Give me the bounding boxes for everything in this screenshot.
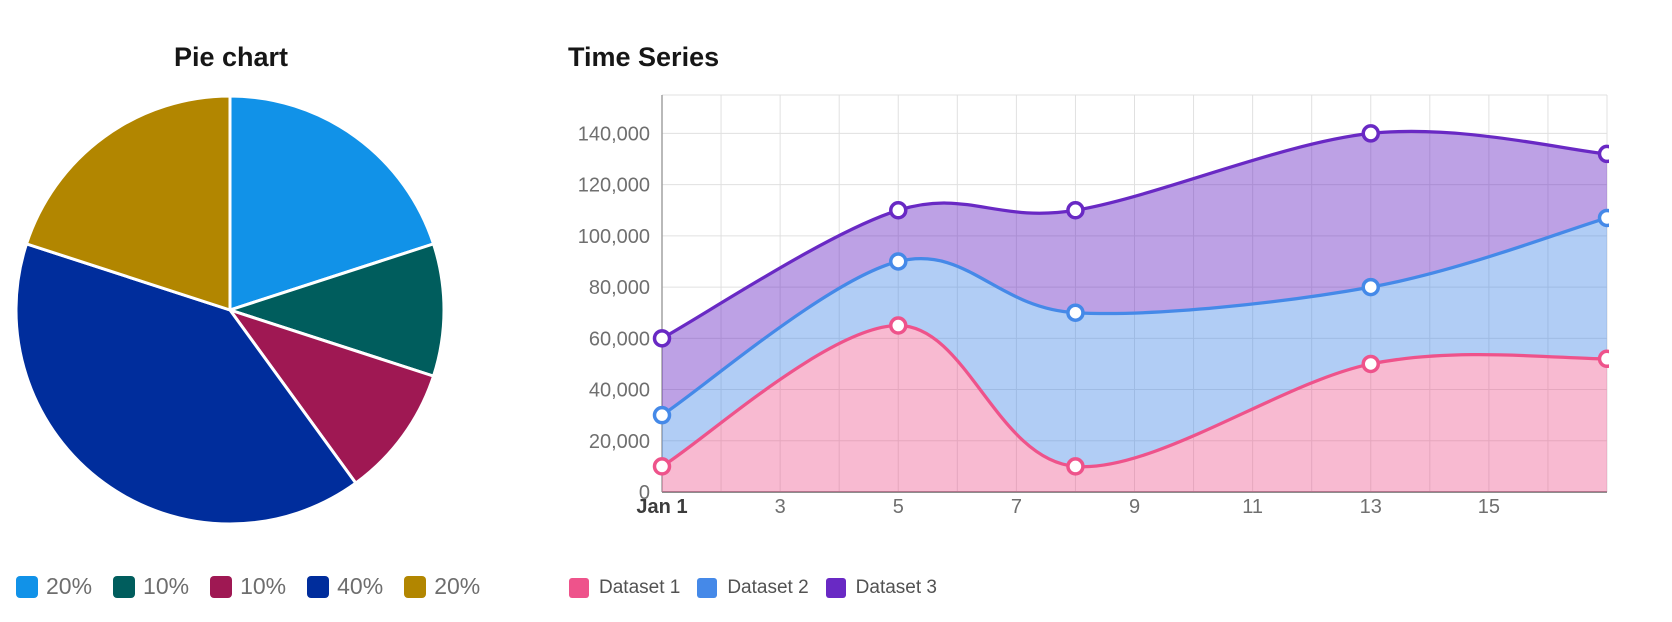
ts-legend-label: Dataset 1 [599,577,681,598]
pie-legend-label: 10% [143,573,190,599]
pie-chart-legend: 20% 10% 10% 40% 20% [16,573,480,600]
y-tick-label: 20,000 [589,431,650,453]
legend-swatch-icon [210,575,233,598]
pie-legend-item[interactable]: 10% [210,573,286,600]
data-point-Dataset 3 [1361,124,1380,143]
pie-slice-20% [228,94,436,312]
time-series-title: Time Series [568,42,720,73]
legend-swatch-icon [113,575,136,598]
x-tick-label: 15 [1478,496,1500,518]
data-point-Dataset 2 [1361,277,1380,297]
data-point-Dataset 2 [889,252,908,271]
pie-chart-title: Pie chart [173,42,289,73]
ts-legend-item[interactable]: Dataset 3 [825,577,937,599]
data-point-Dataset 2 [1597,208,1609,228]
pie-slice-10% [228,308,436,485]
pie-legend-item[interactable]: 40% [307,573,383,600]
legend-swatch-icon [16,575,38,598]
x-tick-label: 5 [893,496,904,518]
area-band-Dataset 3 [662,131,1607,416]
pie-legend-label: 20% [434,573,481,599]
x-tick-label: 11 [1242,496,1263,518]
x-tick-label: 13 [1360,496,1382,518]
data-point-Dataset 3 [889,201,908,220]
y-tick-label: 0 [639,482,650,504]
pie-legend-item[interactable]: 10% [113,573,189,600]
legend-swatch-icon [697,578,718,598]
data-point-Dataset 2 [1066,303,1085,322]
x-tick-label: 9 [1129,496,1140,518]
legend-swatch-icon [404,575,427,598]
pie-legend-label: 40% [337,573,384,599]
y-tick-label: 120,000 [578,175,650,197]
data-point-Dataset 1 [652,457,672,476]
y-tick-label: 80,000 [589,277,650,299]
pie-slice-20% [24,94,232,312]
data-point-Dataset 1 [889,316,908,335]
x-tick-label: Jan 1 [636,496,687,518]
pie-legend-label: 10% [240,573,287,599]
y-tick-label: 140,000 [578,123,650,145]
data-point-Dataset 3 [652,329,672,348]
time-series-chart: 0 20,000 40,000 60,000 80,000 100,000 120,000 1… [578,94,1609,518]
legend-swatch-icon [825,578,846,598]
ts-legend-item[interactable]: Dataset 2 [697,577,809,599]
pie-legend-item[interactable]: 20% [404,573,480,600]
y-tick-label: 40,000 [589,380,650,402]
x-tick-label: 7 [1011,496,1022,518]
data-point-Dataset 1 [1066,457,1085,476]
y-tick-label: 100,000 [578,226,650,248]
pie-legend-item[interactable]: 20% [16,573,92,600]
grid [661,94,1608,493]
axis-labels: 0 20,000 40,000 60,000 80,000 100,000 120,000 1… [578,123,1500,518]
data-point-Dataset 2 [652,405,672,425]
plot-area [652,124,1609,492]
data-point-Dataset 1 [1597,349,1609,369]
data-point-Dataset 3 [1066,201,1085,220]
area-band-Dataset 2 [662,217,1607,467]
y-tick-label: 60,000 [589,328,650,350]
legend-swatch-icon [307,575,330,598]
data-point-Dataset 3 [1597,144,1609,164]
pie-legend-label: 20% [46,573,93,599]
legend-swatch-icon [569,578,589,598]
data-point-Dataset 1 [1361,354,1380,374]
ts-legend-item[interactable]: Dataset 1 [569,577,680,599]
time-series-legend: Dataset 1 Dataset 2 Dataset 3 [569,577,937,599]
pie-chart [14,94,446,526]
ts-legend-label: Dataset 3 [855,577,937,598]
ts-legend-label: Dataset 2 [727,577,809,598]
x-tick-label: 3 [775,496,786,518]
pie-slice-10% [228,242,446,378]
pie-slice-40% [14,242,358,526]
